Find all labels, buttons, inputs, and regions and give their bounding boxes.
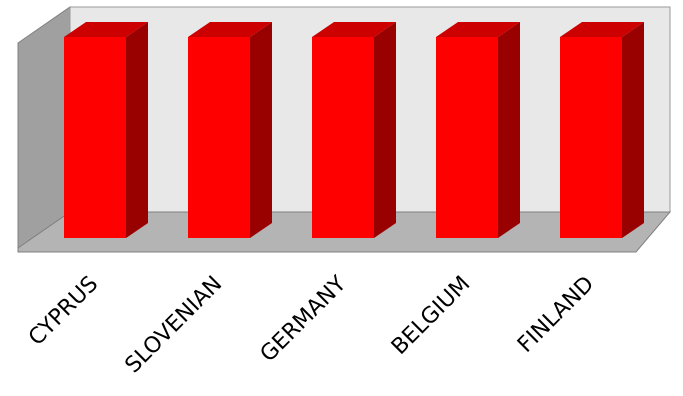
bar-front xyxy=(64,37,126,238)
bar-top xyxy=(436,22,520,37)
category-labels-group: CYPRUS SLOVENIAN GERMANY BELGIUM FINLAND xyxy=(24,271,599,378)
bar-front xyxy=(560,37,622,238)
chart-side-wall xyxy=(17,6,71,249)
bar-side xyxy=(250,22,272,238)
bar-slovenian xyxy=(188,22,272,238)
x-tick-label: CYPRUS xyxy=(24,272,103,351)
bar-top xyxy=(64,22,148,37)
bar-cyprus xyxy=(64,22,148,238)
x-tick-label: FINLAND xyxy=(513,272,599,358)
bar-front xyxy=(312,37,374,238)
x-tick-label: SLOVENIAN xyxy=(121,272,228,379)
bars-group xyxy=(64,22,644,238)
bar-top xyxy=(560,22,644,37)
bar-germany xyxy=(312,22,396,238)
bar-side xyxy=(126,22,148,238)
bar-top xyxy=(188,22,272,37)
bar-top xyxy=(312,22,396,37)
bar-side xyxy=(622,22,644,238)
bar-side xyxy=(498,22,520,238)
bar-front xyxy=(188,37,250,238)
x-tick-label: BELGIUM xyxy=(387,272,475,360)
bar-belgium xyxy=(436,22,520,238)
x-tick-label: GERMANY xyxy=(256,271,352,367)
bar-side xyxy=(374,22,396,238)
bar-finland xyxy=(560,22,644,238)
bar-front xyxy=(436,37,498,238)
